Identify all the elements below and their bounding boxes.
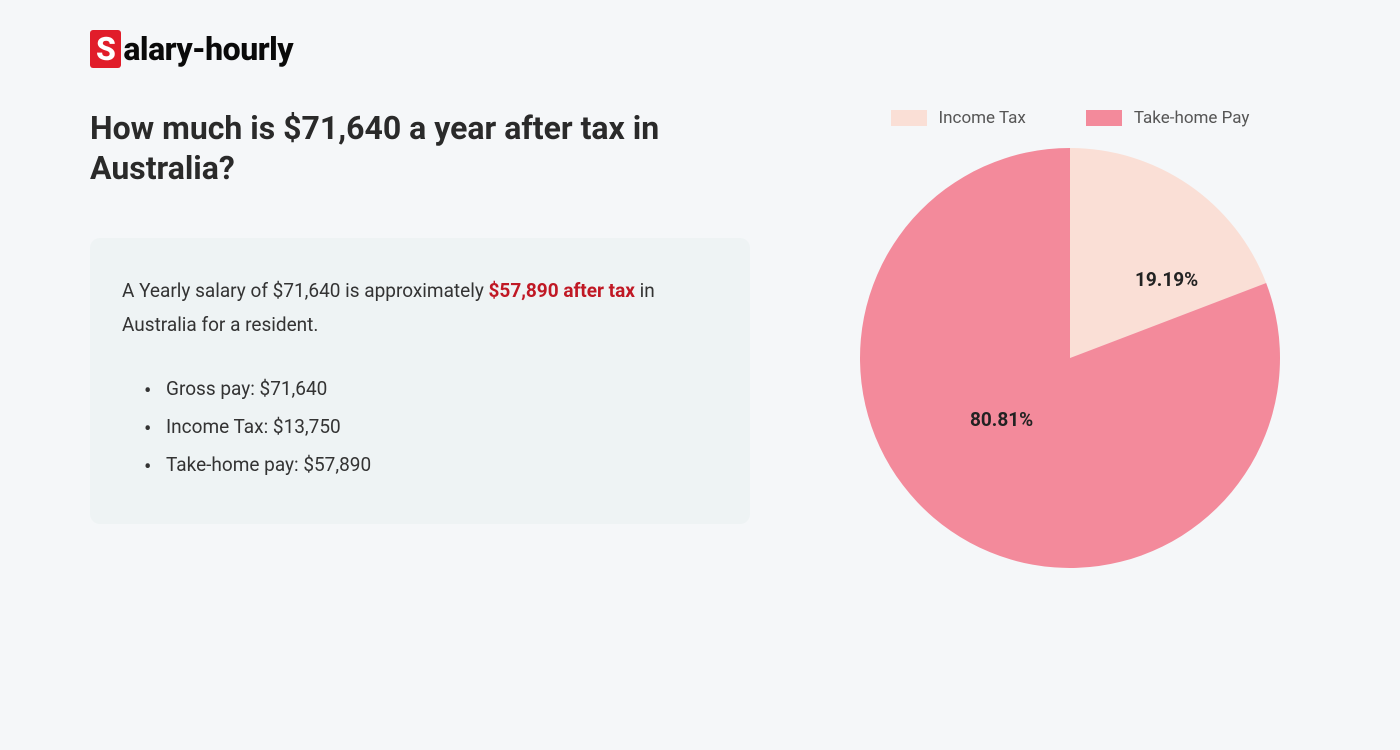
left-column: How much is $71,640 a year after tax in … xyxy=(90,108,750,524)
list-item: Take-home pay: $57,890 xyxy=(166,446,718,484)
main-content: How much is $71,640 a year after tax in … xyxy=(90,108,1310,568)
legend-swatch xyxy=(1086,110,1122,126)
logo-text: alary-hourly xyxy=(123,30,293,68)
slice-label-take-home: 80.81% xyxy=(970,408,1033,431)
site-logo: Salary-hourly xyxy=(90,30,1310,68)
page-heading: How much is $71,640 a year after tax in … xyxy=(90,108,750,188)
list-item: Gross pay: $71,640 xyxy=(166,370,718,408)
list-item: Income Tax: $13,750 xyxy=(166,408,718,446)
chart-legend: Income Tax Take-home Pay xyxy=(891,108,1250,128)
legend-label: Take-home Pay xyxy=(1134,108,1250,128)
legend-item-income-tax: Income Tax xyxy=(891,108,1026,128)
summary-highlight: $57,890 after tax xyxy=(489,279,635,302)
pie-svg xyxy=(860,148,1280,568)
right-column: Income Tax Take-home Pay 19.19% 80.81% xyxy=(830,108,1310,568)
slice-label-income-tax: 19.19% xyxy=(1135,268,1198,291)
legend-item-take-home: Take-home Pay xyxy=(1086,108,1250,128)
legend-label: Income Tax xyxy=(939,108,1026,128)
pie-chart: 19.19% 80.81% xyxy=(860,148,1280,568)
summary-sentence: A Yearly salary of $71,640 is approximat… xyxy=(122,274,718,342)
summary-pre: A Yearly salary of $71,640 is approximat… xyxy=(122,279,489,302)
legend-swatch xyxy=(891,110,927,126)
logo-initial-badge: S xyxy=(90,30,121,68)
summary-box: A Yearly salary of $71,640 is approximat… xyxy=(90,238,750,524)
breakdown-list: Gross pay: $71,640 Income Tax: $13,750 T… xyxy=(122,370,718,484)
